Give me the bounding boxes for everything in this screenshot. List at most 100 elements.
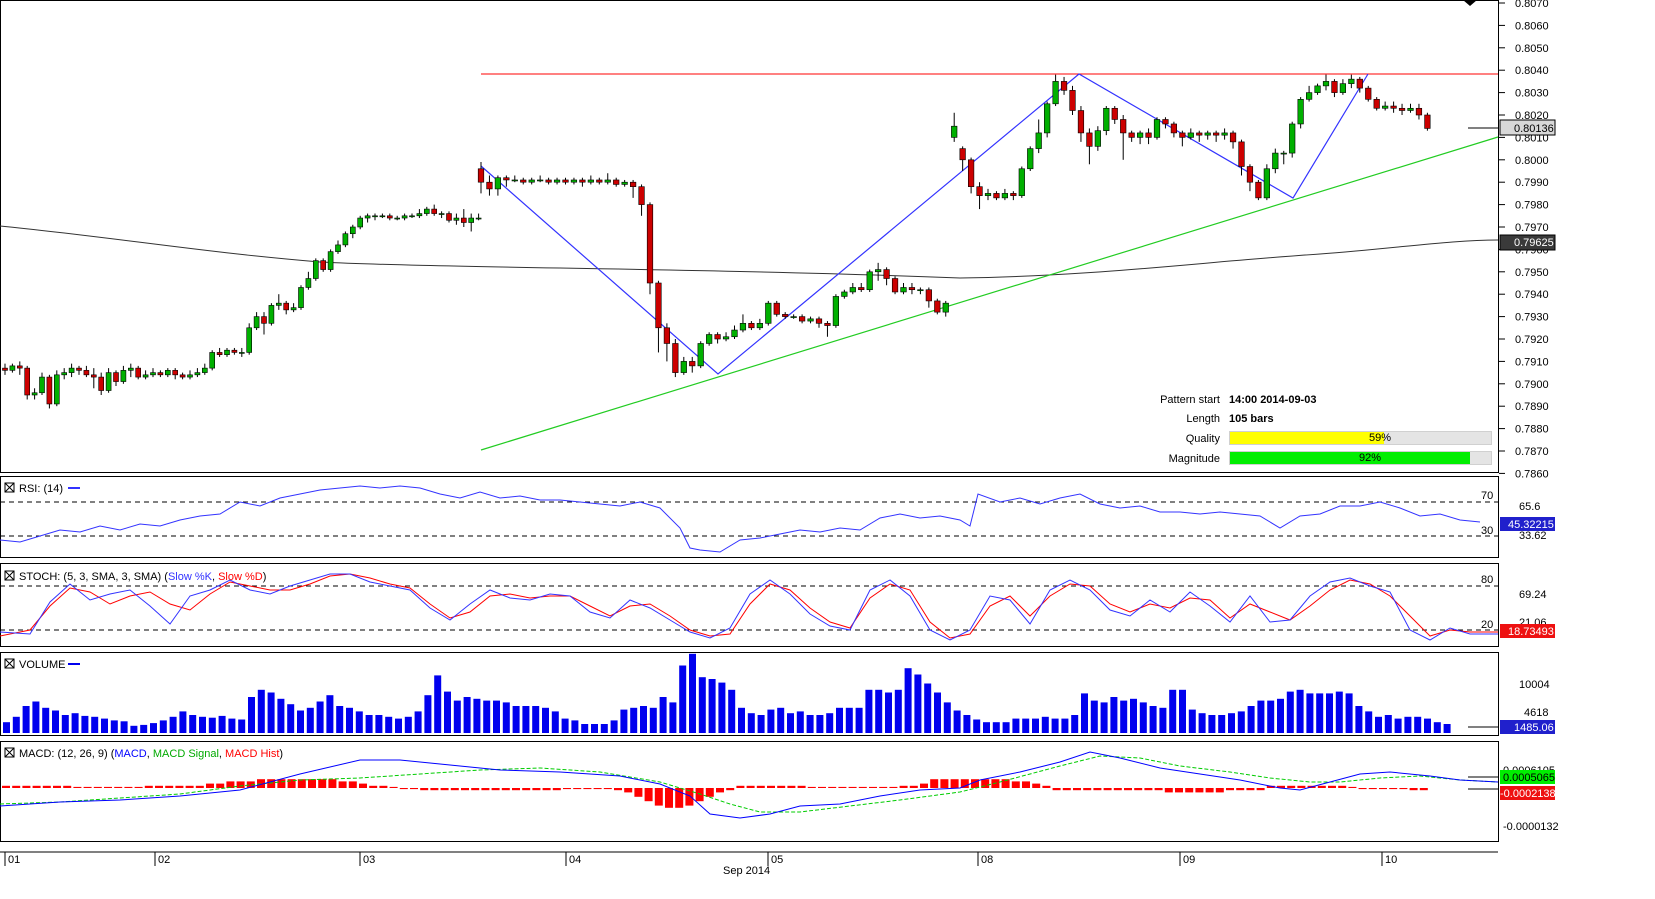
candle-body <box>917 289 924 292</box>
macd-hist-bar <box>32 785 41 788</box>
volume-bar <box>1061 718 1069 733</box>
candle-body <box>1187 132 1194 138</box>
macd-hist-bar <box>1348 786 1357 788</box>
candle-body <box>1407 107 1414 111</box>
volume-bar <box>306 707 314 733</box>
stoch-title: STOCH: (5, 3, SMA, 3, SMA) (Slow %K, Slo… <box>19 571 266 583</box>
volume-bar <box>32 701 40 733</box>
candle-body <box>1221 132 1228 136</box>
candle-body <box>275 302 282 306</box>
quality-bar-fill <box>1230 432 1384 444</box>
macd-hist-bar <box>879 786 888 788</box>
volume-bar <box>169 716 177 733</box>
macd-hist-bar <box>1103 788 1112 791</box>
day-label: 03 <box>363 854 375 866</box>
volume-bar <box>1375 716 1382 733</box>
candle-body <box>613 179 620 185</box>
macd-hist-bar <box>328 779 337 788</box>
macd-hist-bar <box>348 781 357 788</box>
macd-signal-box <box>1500 786 1555 800</box>
macd-hist-bar <box>83 786 92 788</box>
candle-body <box>1170 123 1177 134</box>
macd-hist-bar <box>552 788 561 791</box>
candle-body <box>135 367 141 378</box>
candle-body <box>1390 105 1397 109</box>
candle-body <box>1162 119 1169 125</box>
day-label: 05 <box>771 854 783 866</box>
volume-bar <box>1149 706 1157 733</box>
macd-hist-bar <box>155 785 163 788</box>
candle-body <box>157 372 164 376</box>
stoch-d-line <box>0 573 1498 639</box>
macd-toggle-cross <box>4 747 15 758</box>
macd-hist-bar <box>665 788 673 808</box>
candle-body <box>748 323 755 329</box>
candle-body <box>1246 166 1254 183</box>
volume-bar <box>1267 700 1275 733</box>
macd-hist-bar <box>1399 788 1408 790</box>
candle-body <box>61 372 68 376</box>
volume-bar <box>375 715 383 733</box>
macd-signal-label: -0.0002138 <box>1500 788 1556 800</box>
price-tick-label: 0.7880 <box>1515 424 1549 436</box>
volume-bar <box>385 716 393 733</box>
candle-body <box>790 316 797 318</box>
volume-current-label: 1485.06 <box>1514 722 1554 734</box>
volume-bar <box>1002 722 1010 733</box>
volume-bar <box>1228 713 1235 733</box>
candle-body <box>1035 132 1042 149</box>
volume-bar <box>12 716 20 733</box>
macd-hist-bar <box>165 785 174 788</box>
volume-bar <box>404 716 412 733</box>
candle-body <box>290 307 297 311</box>
panel-frames <box>0 0 1499 842</box>
candle-body <box>239 352 245 354</box>
candle-body <box>714 334 721 340</box>
volume-bar <box>1041 716 1049 733</box>
current-price-box <box>1499 119 1556 136</box>
volume-bar <box>473 698 481 733</box>
volume-bar <box>395 718 402 733</box>
macd-hist-bar <box>512 788 520 791</box>
scroll-marker-icon[interactable] <box>1463 0 1477 6</box>
macd-hist-bar <box>73 786 82 788</box>
volume-bar <box>1326 693 1333 733</box>
macd-hist-bar <box>1328 785 1336 788</box>
macd-hist-bar <box>603 788 612 790</box>
candle-body <box>1373 99 1380 109</box>
candle-body <box>756 323 763 329</box>
macd-hist-bar <box>369 785 378 788</box>
candle-body <box>1297 99 1304 125</box>
candle-body <box>494 177 502 190</box>
candle-body <box>1196 132 1203 136</box>
volume-bar <box>542 707 549 733</box>
volume-bar <box>581 724 589 733</box>
magnitude-bar-fill <box>1230 452 1471 464</box>
candle-body <box>416 213 423 217</box>
candle-body <box>1179 132 1186 138</box>
volume-bar <box>1257 700 1265 733</box>
macd-hist-bar <box>563 788 571 790</box>
volume-bar <box>522 706 530 733</box>
volume-bar <box>630 707 638 733</box>
macd-hist-bar <box>573 788 582 790</box>
candle-body <box>925 289 932 302</box>
candle-body <box>1314 85 1321 93</box>
macd-hist-bar <box>767 785 775 788</box>
macd-hist-bar <box>1205 788 1214 793</box>
candle-body <box>765 302 772 324</box>
rsi-title: RSI: (14) <box>19 483 63 495</box>
moving-average-line <box>0 225 1499 279</box>
macd-hist-bar <box>654 788 663 806</box>
candle-body <box>1086 132 1093 147</box>
price-tick-label: 0.7860 <box>1515 468 1549 480</box>
candle-body <box>900 287 907 293</box>
volume-bar <box>649 707 657 733</box>
volume-bar <box>257 689 265 733</box>
day-label: 09 <box>1183 854 1195 866</box>
macd-hist-bar <box>593 788 602 790</box>
macd-hist-bar <box>624 788 633 793</box>
volume-toggle-cross <box>4 658 15 669</box>
macd-hist-bar <box>1277 785 1285 788</box>
